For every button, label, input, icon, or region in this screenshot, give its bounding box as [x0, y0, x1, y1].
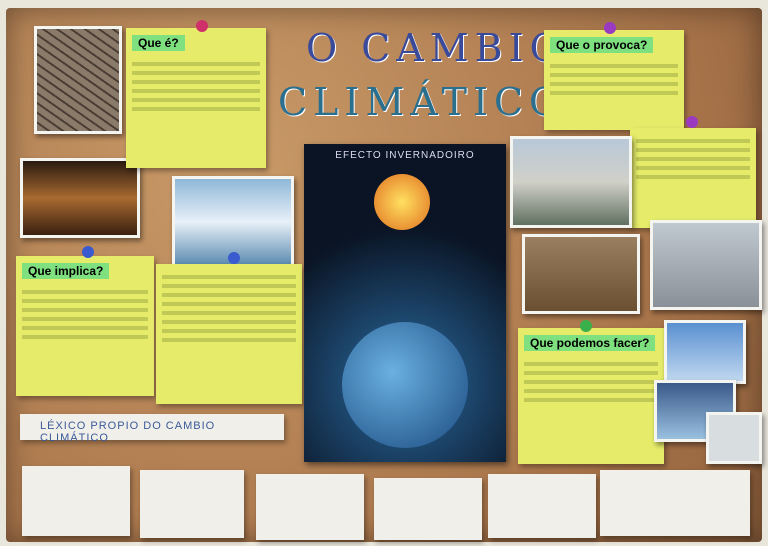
corkboard: O CAMBIO CLIMÁTICO Que é? Que o provoca?…	[6, 8, 762, 542]
photo	[522, 234, 640, 314]
note-heading: Que podemos facer?	[524, 335, 655, 351]
note-heading: Que implica?	[22, 263, 109, 279]
photo	[20, 158, 140, 238]
card	[600, 470, 750, 536]
pin	[686, 116, 698, 128]
pin	[82, 246, 94, 258]
banner-text: LÉXICO PROPIO DO CAMBIO CLIMÁTICO	[20, 414, 284, 450]
note-heading: Que é?	[132, 35, 185, 51]
note	[156, 264, 302, 404]
pin	[228, 252, 240, 264]
card	[488, 474, 596, 538]
note	[630, 128, 756, 228]
photo	[510, 136, 632, 228]
banner: LÉXICO PROPIO DO CAMBIO CLIMÁTICO	[20, 414, 284, 440]
note-heading: Que o provoca?	[550, 37, 653, 53]
photo	[706, 412, 762, 464]
pin	[196, 20, 208, 32]
poster-title: EFECTO INVERNADOIRO	[304, 150, 506, 161]
note: Que é?	[126, 28, 266, 168]
poster: EFECTO INVERNADOIRO	[304, 144, 506, 462]
sun	[374, 174, 430, 230]
card	[256, 474, 364, 540]
pin	[580, 320, 592, 332]
note: Que podemos facer?	[518, 328, 664, 464]
earth	[342, 322, 468, 448]
card	[140, 470, 244, 538]
title-line: CLIMÁTICO	[278, 80, 566, 124]
note: Que implica?	[16, 256, 154, 396]
note: Que o provoca?	[544, 30, 684, 130]
card	[374, 478, 482, 540]
title-line: O CAMBIO	[306, 26, 567, 70]
pin	[604, 22, 616, 34]
card	[22, 466, 130, 536]
photo	[650, 220, 762, 310]
photo	[664, 320, 746, 384]
photo	[34, 26, 122, 134]
